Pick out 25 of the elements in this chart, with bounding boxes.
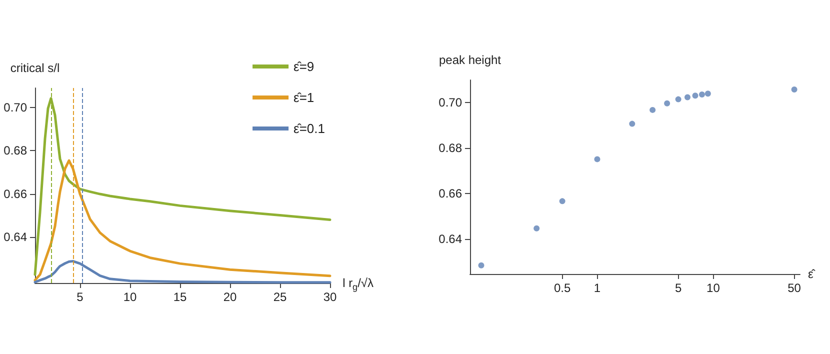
x-tick-label: 10 [123, 290, 137, 304]
x-axis-title: ε̂ [808, 267, 816, 281]
x-tick-label: 0.5 [554, 281, 571, 295]
y-axis-title: critical s/l [10, 61, 60, 75]
legend-label: ε̂=1 [294, 90, 314, 105]
x-tick-label: 15 [173, 290, 187, 304]
y-tick-label: 0.66 [4, 186, 28, 201]
y-tick-label: 0.64 [438, 232, 462, 246]
x-tick-label: 30 [323, 290, 337, 304]
y-tick-label: 0.68 [4, 144, 28, 158]
x-tick-label: 5 [674, 281, 682, 295]
x-tick-label: 1 [594, 281, 601, 295]
y-tick-label: 0.64 [4, 230, 28, 244]
x-tick-label: 10 [706, 281, 720, 295]
legend-label: ε̂=9 [294, 59, 314, 74]
y-tick-label: 0.66 [438, 186, 462, 200]
legend-label: ε̂=0.1 [294, 121, 326, 136]
x-tick-label: 20 [223, 290, 237, 304]
y-tick-label: 0.70 [438, 96, 462, 110]
y-tick-label: 0.70 [4, 100, 28, 114]
x-tick-label: 25 [273, 290, 287, 304]
x-tick-label: 50 [788, 281, 802, 295]
y-axis-title: peak height [438, 53, 502, 67]
y-tick-label: 0.68 [438, 141, 462, 156]
x-tick-label: 5 [76, 290, 84, 304]
